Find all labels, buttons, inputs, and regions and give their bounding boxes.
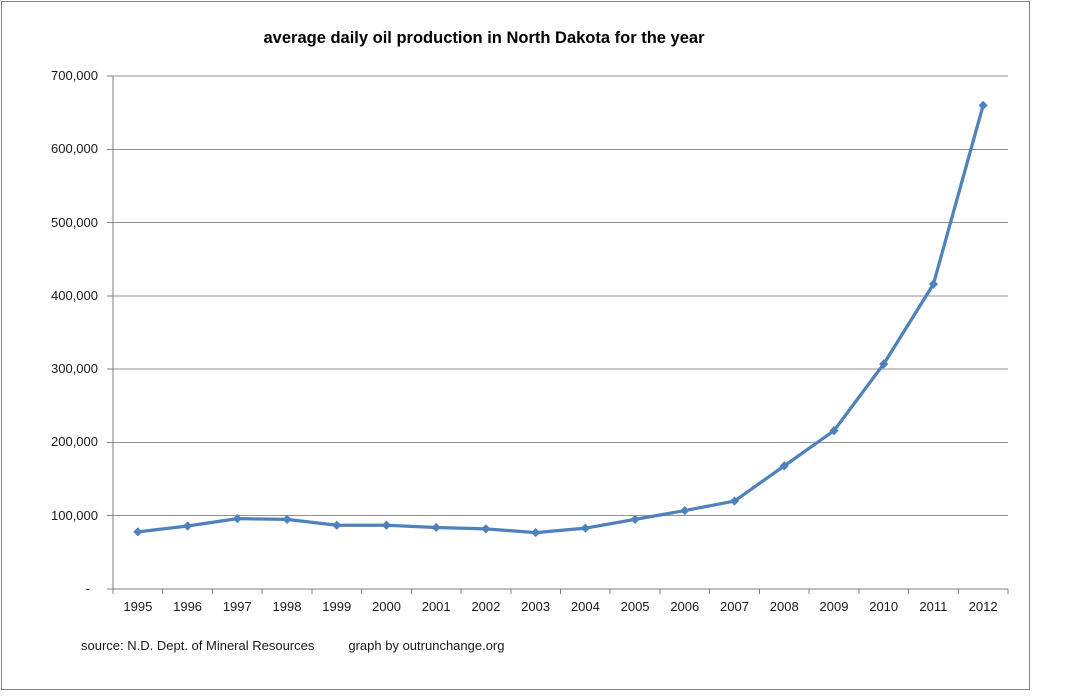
data-point-marker (381, 520, 392, 530)
x-axis-label: 1997 (222, 599, 252, 614)
footer-note: source: N.D. Dept. of Mineral Resources g… (81, 638, 505, 653)
x-axis-label: 1996 (173, 599, 203, 614)
x-axis-label: 1995 (123, 599, 153, 614)
credit-text: graph by outrunchange.org (348, 638, 505, 653)
x-axis-label: 2002 (471, 599, 501, 614)
y-axis-label: 500,000 (51, 214, 98, 230)
x-axis-label: 2007 (720, 599, 749, 614)
x-axis-label: 2009 (819, 599, 849, 614)
x-axis-label: 2000 (372, 599, 401, 614)
data-point-marker (879, 359, 889, 369)
x-axis-label: 2008 (769, 599, 799, 614)
y-axis-label: 700,000 (51, 68, 98, 83)
plot-area (107, 75, 1009, 594)
source-text: source: N.D. Dept. of Mineral Resources (81, 638, 315, 653)
y-axis-label: 100,000 (51, 507, 98, 523)
data-point-marker (928, 279, 939, 289)
x-axis-label: 2005 (620, 599, 650, 614)
x-axis-label: 2006 (670, 599, 700, 614)
data-point-marker (680, 505, 690, 516)
y-axis-label: 200,000 (51, 434, 98, 450)
x-axis-label: 2010 (869, 599, 899, 614)
data-point-marker (431, 522, 441, 533)
data-point-marker (829, 426, 839, 436)
y-axis-label: 600,000 (51, 141, 98, 157)
data-point-marker (133, 527, 143, 537)
data-point-marker (729, 496, 740, 506)
x-axis-label: 2004 (570, 599, 600, 614)
chart-title: average daily oil production in North Da… (263, 29, 705, 47)
chart: average daily oil production in North Da… (1, 1, 1030, 690)
data-point-marker (232, 514, 242, 524)
data-point-marker (182, 521, 193, 531)
series-line (136, 103, 985, 535)
data-point-marker (779, 461, 789, 471)
y-axis-label: - (85, 581, 90, 596)
x-axis-label: 2003 (521, 599, 551, 614)
data-point-marker (580, 523, 590, 533)
x-axis-label: 1998 (272, 599, 302, 614)
data-point-marker (282, 514, 292, 524)
y-axis-label: 300,000 (51, 361, 98, 377)
data-point-marker (978, 100, 988, 110)
x-axis-label: 2001 (421, 599, 451, 614)
data-point-marker (630, 514, 640, 524)
data-point-marker (481, 524, 491, 534)
data-point-marker (332, 520, 342, 530)
y-axis-label: 400,000 (51, 287, 98, 303)
x-axis-label: 2011 (919, 599, 948, 614)
x-axis-label: 2012 (968, 599, 998, 614)
data-point-marker (531, 527, 541, 538)
x-axis-label: 1999 (322, 599, 352, 614)
